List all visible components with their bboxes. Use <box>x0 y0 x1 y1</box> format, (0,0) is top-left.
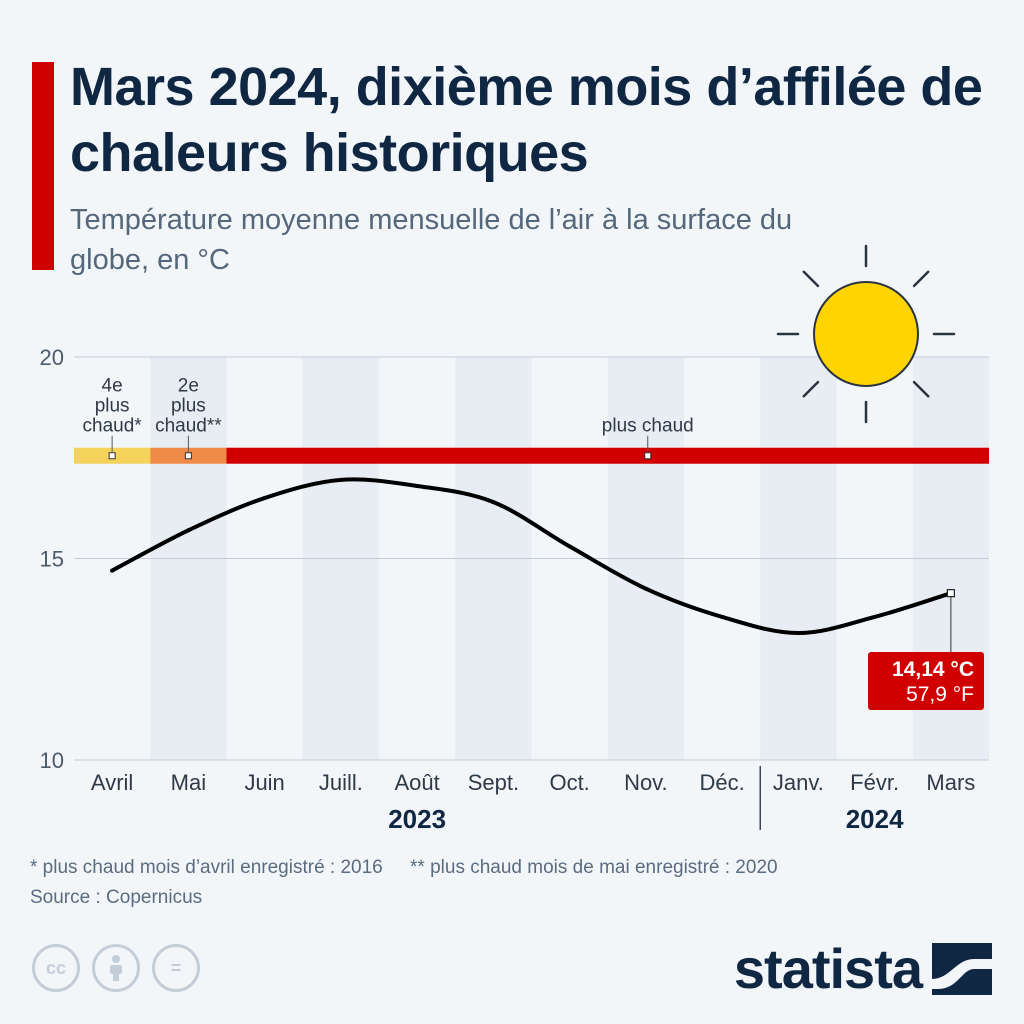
record-band-marker <box>184 452 192 460</box>
x-tick-label: Mai <box>171 770 206 795</box>
record-band-label: chaud** <box>155 416 222 437</box>
record-band-label: 4e <box>102 376 123 397</box>
sun-ray <box>802 270 820 288</box>
record-band-label: plus <box>95 396 130 417</box>
callout-marker <box>946 589 955 598</box>
sun-icon <box>813 281 919 387</box>
record-band-label: chaud* <box>83 416 143 437</box>
record-band-label: plus chaud <box>602 416 694 437</box>
x-tick-label: Mars <box>926 770 975 795</box>
record-band-label: 2e <box>178 376 199 397</box>
data-point <box>643 586 648 591</box>
license-icons: cc = <box>32 944 200 992</box>
footnote-may: ** plus chaud mois de mai enregistré : 2… <box>410 857 778 878</box>
page-title: Mars 2024, dixième mois d’affilée de cha… <box>70 57 983 183</box>
data-point <box>720 614 725 619</box>
statista-logo-icon <box>932 942 992 995</box>
callout-celsius: 14,14 °C <box>892 658 974 681</box>
data-point <box>796 631 801 636</box>
data-point <box>338 477 343 482</box>
y-tick-label: 20 <box>40 345 64 370</box>
sun-ray <box>802 380 820 398</box>
data-point <box>491 500 496 505</box>
data-point <box>567 544 572 549</box>
brand-name: statista <box>733 937 923 1000</box>
footnote-april: * plus chaud mois d’avril enregistré : 2… <box>30 857 383 878</box>
x-tick-label: Déc. <box>700 770 745 795</box>
sun-ray <box>912 380 930 398</box>
record-band-segment <box>226 447 989 464</box>
data-point <box>262 496 267 501</box>
source-text: Source : Copernicus <box>30 887 203 908</box>
year-label: 2023 <box>388 804 446 834</box>
cc-icon: cc <box>32 944 80 992</box>
brand-logo: statista <box>734 936 992 1001</box>
data-point <box>872 614 877 619</box>
x-tick-label: Janv. <box>773 770 824 795</box>
page-subtitle: Température moyenne mensuelle de l’air à… <box>70 204 793 276</box>
x-tick-label: Avril <box>91 770 133 795</box>
x-tick-label: Juin <box>244 770 284 795</box>
footnotes: * plus chaud mois d’avril enregistré : 2… <box>30 853 1010 913</box>
record-band-marker <box>108 452 116 460</box>
callout-fahrenheit: 57,9 °F <box>906 683 974 706</box>
no-derivatives-icon: = <box>152 944 200 992</box>
data-point <box>415 483 420 488</box>
y-tick-label: 10 <box>40 748 64 773</box>
data-point <box>110 568 115 573</box>
callout-box <box>868 652 984 710</box>
x-tick-label: Nov. <box>624 770 668 795</box>
x-tick-label: Juill. <box>319 770 363 795</box>
year-label: 2024 <box>846 804 904 834</box>
x-tick-label: Févr. <box>850 770 899 795</box>
title-accent-bar <box>32 62 54 270</box>
y-tick-label: 15 <box>40 547 64 572</box>
attribution-icon <box>92 944 140 992</box>
record-band-marker <box>644 452 652 460</box>
sun-ray <box>912 270 930 288</box>
x-tick-label: Sept. <box>468 770 519 795</box>
record-band-label: plus <box>171 396 206 417</box>
x-tick-label: Août <box>394 770 439 795</box>
data-point <box>186 528 191 533</box>
x-tick-label: Oct. <box>549 770 589 795</box>
